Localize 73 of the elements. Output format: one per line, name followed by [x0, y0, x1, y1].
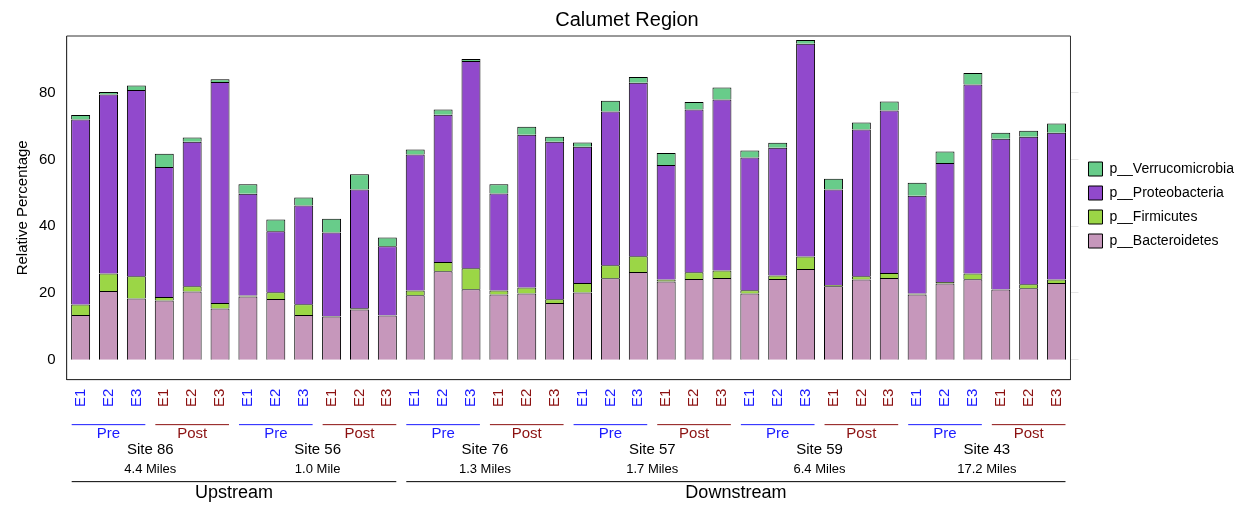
- x-tick-label: E1: [154, 388, 172, 408]
- text: 4.4 Miles: [124, 461, 177, 477]
- text: 1.7 Miles: [626, 461, 679, 477]
- x-tick-label: E1: [70, 388, 88, 408]
- x-tick-label: E1: [990, 388, 1008, 408]
- text: Pre: [598, 423, 623, 441]
- x-tick-label: E3: [377, 388, 395, 408]
- x-tick-label: E3: [461, 388, 479, 408]
- x-tick-label: E1: [656, 388, 674, 408]
- x-tick-label: E3: [879, 388, 897, 408]
- text: 17.2 Miles: [957, 461, 1017, 477]
- x-tick-label: E2: [935, 388, 953, 408]
- text: Post: [344, 423, 376, 441]
- text: Upstream: [194, 481, 273, 502]
- x-tick-label: E3: [293, 388, 311, 408]
- text: Pre: [264, 423, 288, 441]
- text: Post: [511, 423, 543, 441]
- x-tick-label: E1: [572, 388, 590, 408]
- text: Site 59: [796, 439, 843, 457]
- chart-title: Calumet Region: [555, 7, 699, 30]
- y-tick-label: 0: [47, 349, 56, 367]
- x-tick-label: E1: [823, 388, 841, 408]
- text: 1.0 Mile: [294, 461, 341, 477]
- x-tick-label: E3: [795, 388, 813, 408]
- x-tick-label: E1: [238, 388, 256, 408]
- x-tick-label: E1: [321, 388, 339, 408]
- x-tick-label: E2: [516, 388, 534, 408]
- x-tick-label: E3: [126, 388, 144, 408]
- x-tick-label: E1: [489, 388, 507, 408]
- text: Pre: [766, 423, 790, 441]
- x-tick-label: E2: [433, 388, 451, 408]
- x-tick-label: E1: [907, 388, 925, 408]
- x-tick-label: E3: [210, 388, 228, 408]
- legend-label: p__Firmicutes: [1109, 207, 1198, 224]
- text: Site 56: [294, 439, 341, 457]
- x-tick-label: E2: [98, 388, 116, 408]
- y-axis-title: Relative Percentage: [13, 140, 31, 276]
- x-tick-label: E2: [265, 388, 283, 408]
- x-tick-label: E1: [739, 388, 757, 408]
- text: Site 76: [461, 439, 509, 457]
- y-tick-label: 60: [39, 149, 56, 167]
- x-tick-label: E3: [544, 388, 562, 408]
- x-tick-label: E3: [963, 388, 981, 408]
- x-tick-label: E3: [712, 388, 730, 408]
- x-tick-label: E3: [1046, 388, 1064, 408]
- x-tick-label: E2: [1018, 388, 1036, 408]
- x-tick-label: E1: [405, 388, 423, 408]
- legend-label: p__Proteobacteria: [1109, 183, 1225, 200]
- text: Post: [679, 423, 710, 441]
- text: Post: [177, 423, 208, 441]
- text: 1.3 Miles: [458, 461, 512, 477]
- x-tick-label: E3: [628, 388, 646, 408]
- x-tick-label: E2: [182, 388, 200, 408]
- text: Pre: [431, 423, 455, 441]
- text: Post: [846, 423, 878, 441]
- text: Pre: [96, 423, 121, 441]
- text: Pre: [933, 423, 957, 441]
- x-tick-label: E2: [851, 388, 869, 408]
- x-tick-label: E2: [349, 388, 367, 408]
- text: Downstream: [685, 481, 787, 502]
- x-tick-label: E2: [767, 388, 785, 408]
- x-tick-label: E2: [684, 388, 702, 408]
- legend-label: p__Verrucomicrobia: [1109, 159, 1235, 176]
- y-tick-label: 80: [39, 82, 56, 100]
- text: 6.4 Miles: [793, 461, 847, 477]
- text: Site 57: [628, 439, 676, 457]
- y-tick-label: 20: [39, 283, 56, 301]
- text: Site 86: [126, 439, 174, 457]
- text: Site 43: [963, 439, 1011, 457]
- legend-label: p__Bacteroidetes: [1109, 231, 1219, 248]
- text: Post: [1013, 423, 1045, 441]
- x-tick-label: E2: [600, 388, 618, 408]
- y-tick-label: 40: [39, 216, 56, 234]
